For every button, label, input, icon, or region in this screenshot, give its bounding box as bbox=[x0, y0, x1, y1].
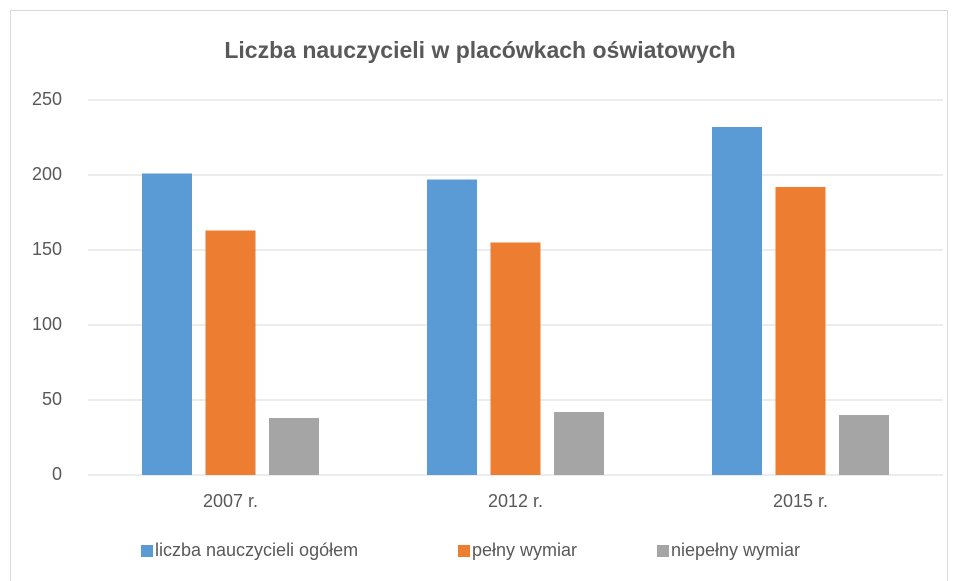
bar bbox=[269, 418, 319, 475]
bar bbox=[839, 415, 889, 475]
bar bbox=[775, 187, 826, 475]
y-tick-label: 50 bbox=[42, 389, 62, 409]
legend-label: liczba nauczycieli ogółem bbox=[155, 540, 358, 560]
y-tick-label: 250 bbox=[32, 89, 62, 109]
bar bbox=[205, 230, 256, 475]
x-tick-label: 2007 r. bbox=[203, 491, 258, 511]
chart-title: Liczba nauczycieli w placówkach oświatow… bbox=[224, 37, 735, 63]
legend-label: pełny wymiar bbox=[472, 540, 577, 560]
legend-swatch bbox=[657, 545, 669, 557]
bar bbox=[712, 127, 762, 475]
y-tick-label: 0 bbox=[52, 464, 62, 484]
bar bbox=[490, 242, 541, 475]
y-tick-label: 150 bbox=[32, 239, 62, 259]
bar bbox=[427, 179, 477, 475]
x-tick-label: 2012 r. bbox=[488, 491, 543, 511]
x-tick-label: 2015 r. bbox=[773, 491, 828, 511]
bar bbox=[142, 173, 192, 475]
y-tick-label: 100 bbox=[32, 314, 62, 334]
legend-label: niepełny wymiar bbox=[671, 540, 800, 560]
legend-swatch bbox=[458, 545, 470, 557]
y-tick-label: 200 bbox=[32, 164, 62, 184]
legend-swatch bbox=[141, 545, 153, 557]
bar bbox=[554, 412, 604, 475]
